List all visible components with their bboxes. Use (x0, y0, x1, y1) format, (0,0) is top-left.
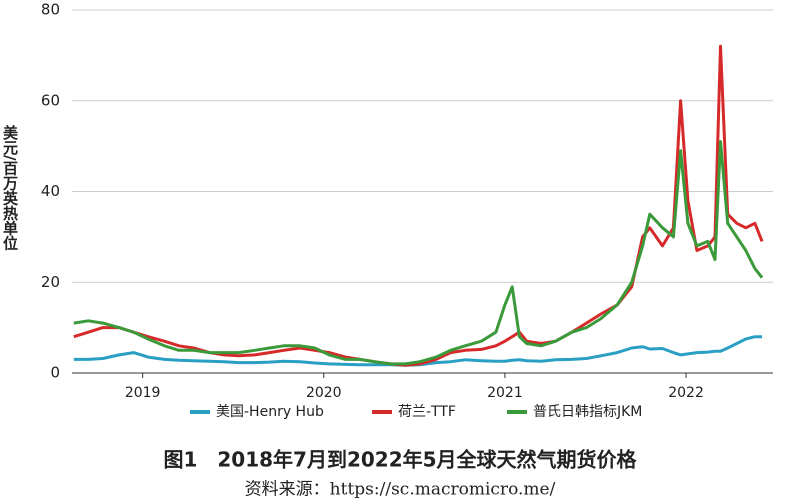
series-line (73, 44, 764, 367)
y-tick-label: 20 (41, 273, 60, 291)
x-tick-label: 2022 (668, 385, 704, 401)
legend-label: 荷兰-TTF (398, 404, 456, 420)
legend-label: 普氏日韩指标JKM (533, 404, 642, 420)
x-tick-label: 2020 (306, 385, 342, 401)
y-tick-label: 40 (41, 182, 60, 200)
series-line (73, 140, 764, 366)
y-tick-label: 80 (41, 1, 60, 19)
y-axis-label: 美元/百万英热单位 (1, 124, 19, 250)
y-tick-label: 0 (50, 364, 60, 382)
caption: 图1 2018年7月到2022年5月全球天然气期货价格 (163, 448, 637, 472)
x-tick-label: 2019 (125, 385, 161, 401)
source: 资料来源：https://sc.macromicro.me/ (245, 480, 556, 500)
x-tick-label: 2021 (487, 385, 523, 401)
legend-label: 美国-Henry Hub (216, 404, 324, 420)
y-tick-label: 60 (41, 91, 60, 109)
series-line (73, 335, 763, 367)
